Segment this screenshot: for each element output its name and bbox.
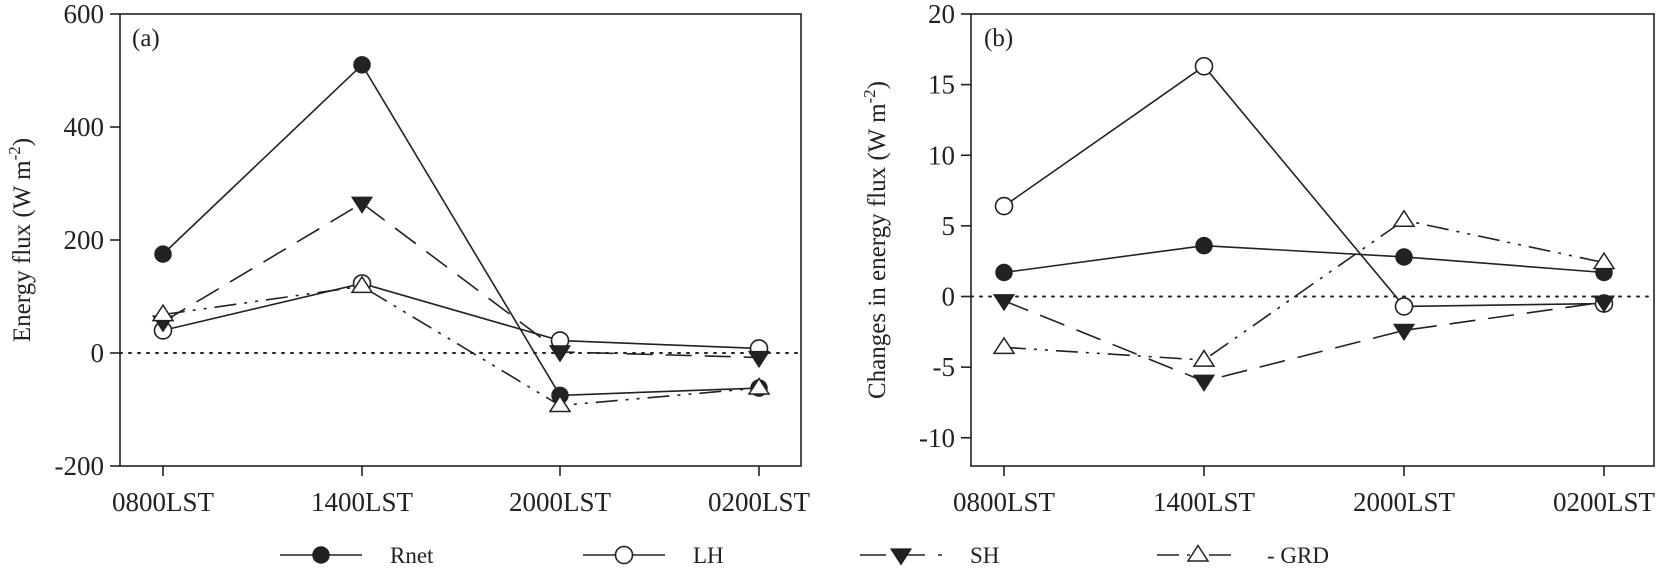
y-tick-label: 5 (942, 211, 956, 241)
data-point-rnet (1195, 236, 1213, 255)
x-tick-label-0800lst: 0800LST (953, 487, 1056, 517)
data-point-rnet (995, 263, 1013, 282)
data-point-rnet (353, 56, 371, 74)
data-point-sh (350, 196, 374, 214)
legend-item-lh: LH (583, 543, 724, 568)
data-point-grd (151, 303, 175, 322)
data-point-grd (350, 275, 374, 294)
data-point-rnet (154, 245, 172, 263)
legend-label: Rnet (390, 543, 434, 568)
data-point-lh (1394, 297, 1414, 316)
legend-label: SH (970, 543, 999, 568)
legend-marker (889, 548, 913, 566)
x-tick-label-2000lst: 2000LST (1353, 487, 1456, 517)
legend-item-rnet: Rnet (280, 543, 434, 568)
y-tick-label: -10 (919, 423, 955, 453)
legend-label: LH (693, 543, 724, 568)
y-tick-label: 20 (928, 0, 955, 29)
data-point-lh (994, 196, 1014, 216)
series-line-lh (1003, 65, 1605, 308)
series-line-sh (1003, 299, 1605, 383)
y-tick-label: 0 (91, 338, 105, 368)
y-tick-label: 600 (64, 0, 105, 29)
y-tick-label: -200 (55, 451, 105, 481)
panel-b-changes-in-energy-flux: -10 -5 0 5 10 15 20 0800LST 1400LST 2000LST 0200LS… (860, 0, 1656, 517)
data-point-sh (747, 350, 771, 369)
series-line-rnet (1003, 244, 1605, 274)
plot-frame (970, 13, 1655, 467)
legend-item-sh: SH (860, 543, 999, 568)
data-point-sh (1192, 374, 1216, 392)
data-point-grd (1192, 349, 1216, 367)
legend-marker (1186, 544, 1210, 562)
legend-item-grd: - GRD (1157, 543, 1329, 568)
y-axis-title: Energy flux (W m-2) (5, 138, 36, 342)
series-line-sh (162, 202, 760, 359)
panel-label: (a) (132, 25, 160, 52)
series-line-rnet (162, 63, 760, 397)
data-point-grd (548, 394, 572, 413)
x-tick-label-1400lst: 1400LST (1153, 487, 1256, 517)
x-tick-label-0200lst: 0200LST (1553, 487, 1656, 517)
data-point-sh (992, 294, 1016, 312)
legend: Rnet LH SH - GRD (280, 543, 1329, 568)
data-point-grd (747, 377, 771, 395)
series-line-grd (1003, 219, 1605, 361)
panel-a-energy-flux: -200 0 200 400 600 0800LST 1400LST 2000LST 0200L… (5, 0, 811, 517)
x-tick-label-0800lst: 0800LST (112, 487, 215, 517)
plot-frame (119, 13, 802, 467)
data-point-sh (1592, 295, 1616, 313)
legend-label: - GRD (1267, 543, 1329, 568)
data-point-sh (1392, 323, 1416, 342)
x-tick-label-1400lst: 1400LST (311, 487, 414, 517)
data-point-grd (992, 336, 1016, 355)
legend-marker (614, 545, 634, 565)
legend-marker (312, 546, 330, 564)
data-point-lh (1194, 56, 1214, 76)
data-point-rnet (1395, 248, 1413, 266)
y-tick-label: 0 (942, 282, 956, 312)
y-tick-label: 200 (64, 225, 105, 255)
y-tick-label: 10 (928, 140, 955, 170)
series-line-lh (162, 282, 760, 350)
y-tick-label: 400 (64, 112, 105, 142)
x-tick-label-0200lst: 0200LST (708, 487, 811, 517)
data-point-sh (548, 345, 572, 363)
data-point-grd (1592, 251, 1616, 270)
y-tick-label: -5 (933, 352, 956, 382)
series-line-grd (162, 285, 760, 407)
y-axis-title: Changes in energy flux (W m-2) (860, 81, 891, 399)
y-tick-label: 15 (928, 70, 955, 100)
panel-label: (b) (984, 25, 1013, 52)
data-point-grd (1392, 209, 1416, 227)
x-tick-label-2000lst: 2000LST (509, 487, 612, 517)
